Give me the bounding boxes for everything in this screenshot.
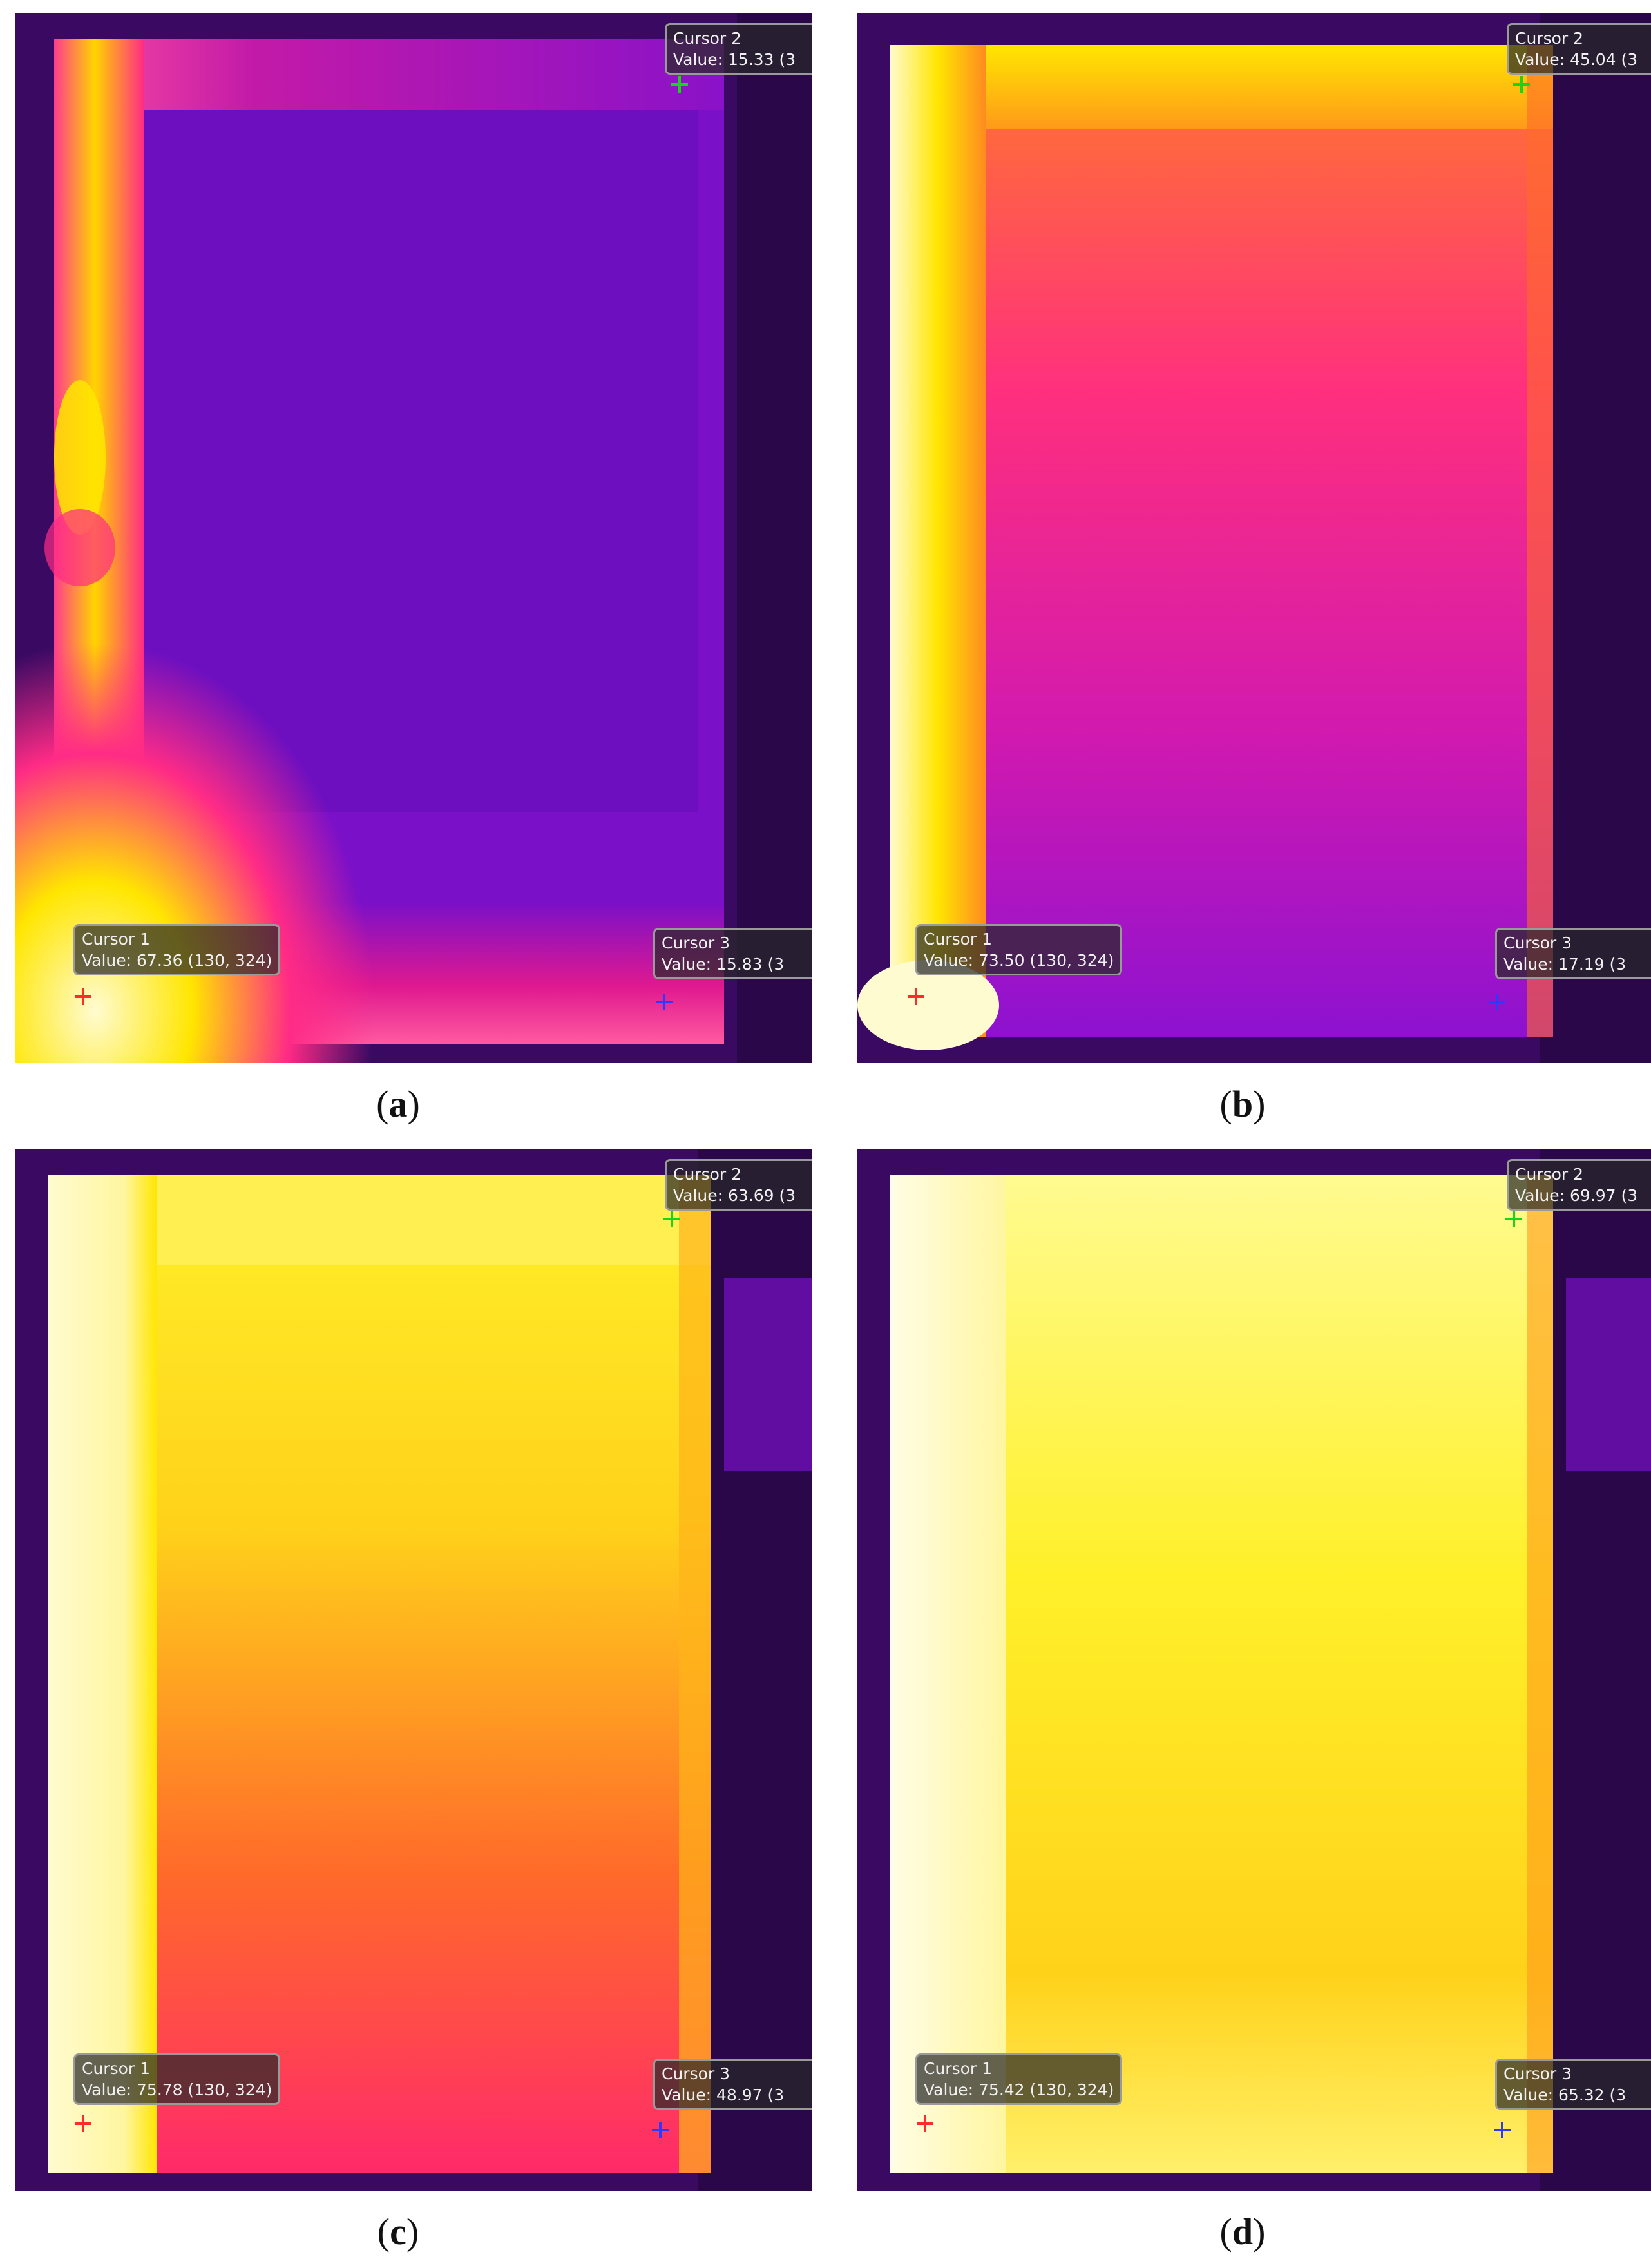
cursor-3-label: Cursor 3 — [662, 2064, 730, 2083]
cursor-3-crosshair-icon[interactable] — [1489, 994, 1505, 1010]
thermogram-d — [857, 1149, 1651, 2191]
cursor-3-crosshair-icon[interactable] — [1494, 2122, 1511, 2138]
cursor-2-label: Cursor 2 — [673, 29, 742, 48]
cursor-1-crosshair-icon[interactable] — [908, 988, 924, 1005]
cursor-1-label: Cursor 1 — [924, 930, 993, 948]
cursor-2-value: Value: 63.69 (3 — [673, 1186, 796, 1205]
thermogram-a — [15, 13, 812, 1063]
caption-a: (a) — [376, 1083, 420, 1125]
cursor-2-crosshair-icon[interactable] — [671, 76, 688, 93]
cursor-3-label: Cursor 3 — [1503, 2064, 1572, 2083]
caption-d: (d) — [1219, 2211, 1266, 2253]
cursor-1-readout: Cursor 1 Value: 75.78 (130, 324) — [73, 2053, 281, 2105]
caption-letter-b: b — [1232, 1083, 1254, 1125]
cursor-2-crosshair-icon[interactable] — [1505, 1211, 1522, 1227]
caption-letter-a: a — [388, 1083, 408, 1125]
cursor-1-readout: Cursor 1 Value: 67.36 (130, 324) — [73, 924, 281, 975]
cursor-3-value: Value: 15.83 (3 — [662, 955, 785, 974]
cursor-1-value: Value: 75.78 (130, 324) — [82, 2081, 272, 2099]
caption-letter-c: c — [390, 2211, 406, 2253]
caption-b: (b) — [1219, 1083, 1266, 1125]
cursor-1-crosshair-icon[interactable] — [75, 988, 91, 1005]
cursor-3-readout: Cursor 3 Value: 15.83 (3 — [653, 928, 812, 979]
cursor-1-value: Value: 67.36 (130, 324) — [82, 951, 272, 970]
cursor-1-readout: Cursor 1 Value: 73.50 (130, 324) — [915, 924, 1123, 975]
cursor-3-value: Value: 48.97 (3 — [662, 2086, 785, 2104]
cursor-1-value: Value: 73.50 (130, 324) — [924, 951, 1114, 970]
cursor-3-label: Cursor 3 — [1503, 934, 1572, 952]
thermal-image-d: Cursor 2 Value: 69.97 (3 Cursor 1 Value:… — [857, 1149, 1651, 2191]
cursor-2-crosshair-icon[interactable] — [1513, 76, 1530, 93]
cursor-3-crosshair-icon[interactable] — [652, 2122, 669, 2138]
cursor-1-readout: Cursor 1 Value: 75.42 (130, 324) — [915, 2053, 1123, 2105]
cursor-2-readout: Cursor 2 Value: 45.04 (3 — [1507, 23, 1651, 75]
cursor-2-readout: Cursor 2 Value: 15.33 (3 — [665, 23, 812, 75]
cursor-1-label: Cursor 1 — [82, 930, 151, 948]
caption-letter-d: d — [1232, 2211, 1254, 2253]
caption-c: (c) — [377, 2211, 419, 2253]
cursor-3-readout: Cursor 3 Value: 17.19 (3 — [1495, 928, 1651, 979]
thermal-image-c: Cursor 2 Value: 63.69 (3 Cursor 1 Value:… — [15, 1149, 812, 2191]
thermal-image-a: Cursor 2 Value: 15.33 (3 Cursor 1 Value:… — [15, 13, 812, 1063]
cursor-3-crosshair-icon[interactable] — [656, 994, 673, 1010]
cursor-1-crosshair-icon[interactable] — [917, 2115, 933, 2132]
cursor-1-value: Value: 75.42 (130, 324) — [924, 2081, 1114, 2099]
cursor-1-label: Cursor 1 — [82, 2059, 151, 2078]
cursor-2-crosshair-icon[interactable] — [663, 1211, 680, 1227]
cursor-2-label: Cursor 2 — [1515, 1165, 1584, 1184]
cursor-3-label: Cursor 3 — [662, 934, 730, 952]
cursor-3-readout: Cursor 3 Value: 48.97 (3 — [653, 2059, 812, 2110]
cursor-1-crosshair-icon[interactable] — [75, 2115, 91, 2132]
cursor-1-label: Cursor 1 — [924, 2059, 993, 2078]
thermogram-b — [857, 13, 1651, 1063]
cursor-2-value: Value: 45.04 (3 — [1515, 50, 1638, 69]
cursor-2-value: Value: 15.33 (3 — [673, 50, 796, 69]
thermal-image-b: Cursor 2 Value: 45.04 (3 Cursor 1 Value:… — [857, 13, 1651, 1063]
cursor-2-label: Cursor 2 — [673, 1165, 742, 1184]
cursor-3-value: Value: 65.32 (3 — [1503, 2086, 1627, 2104]
cursor-2-readout: Cursor 2 Value: 69.97 (3 — [1507, 1159, 1651, 1211]
cursor-3-readout: Cursor 3 Value: 65.32 (3 — [1495, 2059, 1651, 2110]
thermogram-c — [15, 1149, 812, 2191]
cursor-2-value: Value: 69.97 (3 — [1515, 1186, 1638, 1205]
cursor-3-value: Value: 17.19 (3 — [1503, 955, 1627, 974]
cursor-2-readout: Cursor 2 Value: 63.69 (3 — [665, 1159, 812, 1211]
cursor-2-label: Cursor 2 — [1515, 29, 1584, 48]
